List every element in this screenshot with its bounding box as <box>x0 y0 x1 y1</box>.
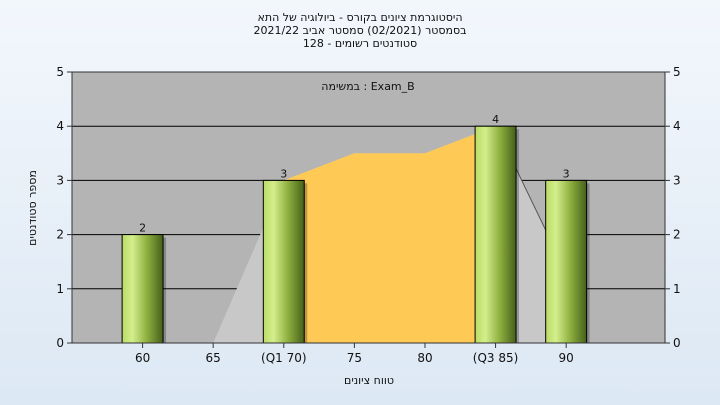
x-tick-label: 65 <box>206 351 221 365</box>
y-axis-title: מספר סטודנטים <box>26 170 39 246</box>
x-tick-label: 60 <box>135 351 150 365</box>
x-tick-label: (Q1 70) <box>261 351 307 365</box>
chart-title: היסטוגרמת ציונים בקורס - ביולוגיה של התא… <box>253 11 466 50</box>
y-tick-label: 5 <box>56 65 64 79</box>
y-tick-label: 4 <box>673 119 681 133</box>
y-tick-label: 3 <box>673 173 681 187</box>
title-line-2: בסמסטר (02/2021) סמסטר אביב 2021/22 <box>253 24 466 37</box>
y-tick-label: 1 <box>56 282 64 296</box>
y-tick-label: 1 <box>673 282 681 296</box>
y-tick-label: 0 <box>673 336 681 350</box>
bar <box>545 179 588 344</box>
bar-value-label: 3 <box>563 167 570 180</box>
exam-annotation: במשימה : Exam_B <box>321 80 414 93</box>
y-tick-label: 4 <box>56 119 64 133</box>
y-tick-label: 5 <box>673 65 681 79</box>
bar <box>474 125 517 344</box>
bar <box>262 179 305 344</box>
y-tick-label: 2 <box>56 228 64 242</box>
y-tick-label: 0 <box>56 336 64 350</box>
bar-value-label: 2 <box>139 222 146 235</box>
title-line-1: היסטוגרמת ציונים בקורס - ביולוגיה של התא <box>257 11 462 24</box>
bar <box>121 234 164 344</box>
y-tick-label: 3 <box>56 173 64 187</box>
x-tick-label: (Q3 85) <box>473 351 519 365</box>
bar-value-label: 4 <box>492 113 499 126</box>
x-tick-label: 75 <box>347 351 362 365</box>
bars: 2 3 4 3 <box>121 113 590 344</box>
title-line-3: סטודנטים רשומים - 128 <box>303 37 417 50</box>
y-tick-label: 2 <box>673 228 681 242</box>
x-tick-label: 90 <box>559 351 574 365</box>
quartile-area <box>283 126 496 343</box>
y-axis-left: 0 1 2 3 4 5 <box>56 65 72 350</box>
plot-frame <box>71 71 666 344</box>
x-axis: 60 65 (Q1 70) 75 80 (Q3 85) 90 <box>135 343 574 365</box>
x-tick-label: 80 <box>417 351 432 365</box>
x-axis-title: טווח ציונים <box>344 374 394 387</box>
bar-value-label: 3 <box>280 167 287 180</box>
y-axis-right: 0 1 2 3 4 5 <box>665 65 681 350</box>
